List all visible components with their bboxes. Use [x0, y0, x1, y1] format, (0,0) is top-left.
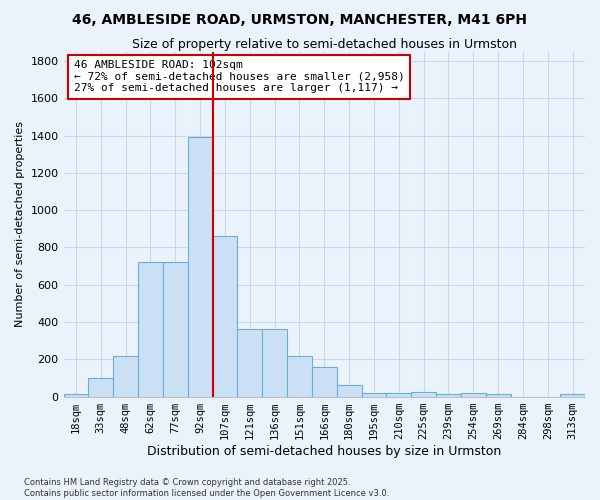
Y-axis label: Number of semi-detached properties: Number of semi-detached properties: [15, 121, 25, 327]
Bar: [138, 262, 163, 396]
Bar: [461, 393, 485, 396]
Bar: [386, 393, 411, 396]
X-axis label: Distribution of semi-detached houses by size in Urmston: Distribution of semi-detached houses by …: [147, 444, 502, 458]
Bar: [88, 378, 113, 396]
Bar: [312, 367, 337, 396]
Title: Size of property relative to semi-detached houses in Urmston: Size of property relative to semi-detach…: [132, 38, 517, 51]
Text: 46 AMBLESIDE ROAD: 102sqm
← 72% of semi-detached houses are smaller (2,958)
27% : 46 AMBLESIDE ROAD: 102sqm ← 72% of semi-…: [74, 60, 405, 94]
Bar: [238, 330, 262, 396]
Bar: [287, 356, 312, 397]
Bar: [436, 394, 461, 396]
Bar: [337, 386, 362, 396]
Bar: [362, 393, 386, 396]
Bar: [113, 356, 138, 397]
Bar: [485, 394, 511, 396]
Bar: [411, 392, 436, 396]
Bar: [262, 330, 287, 396]
Bar: [188, 138, 212, 396]
Bar: [64, 394, 88, 396]
Bar: [163, 262, 188, 396]
Text: 46, AMBLESIDE ROAD, URMSTON, MANCHESTER, M41 6PH: 46, AMBLESIDE ROAD, URMSTON, MANCHESTER,…: [73, 12, 527, 26]
Text: Contains HM Land Registry data © Crown copyright and database right 2025.
Contai: Contains HM Land Registry data © Crown c…: [24, 478, 389, 498]
Bar: [560, 394, 585, 396]
Bar: [212, 236, 238, 396]
